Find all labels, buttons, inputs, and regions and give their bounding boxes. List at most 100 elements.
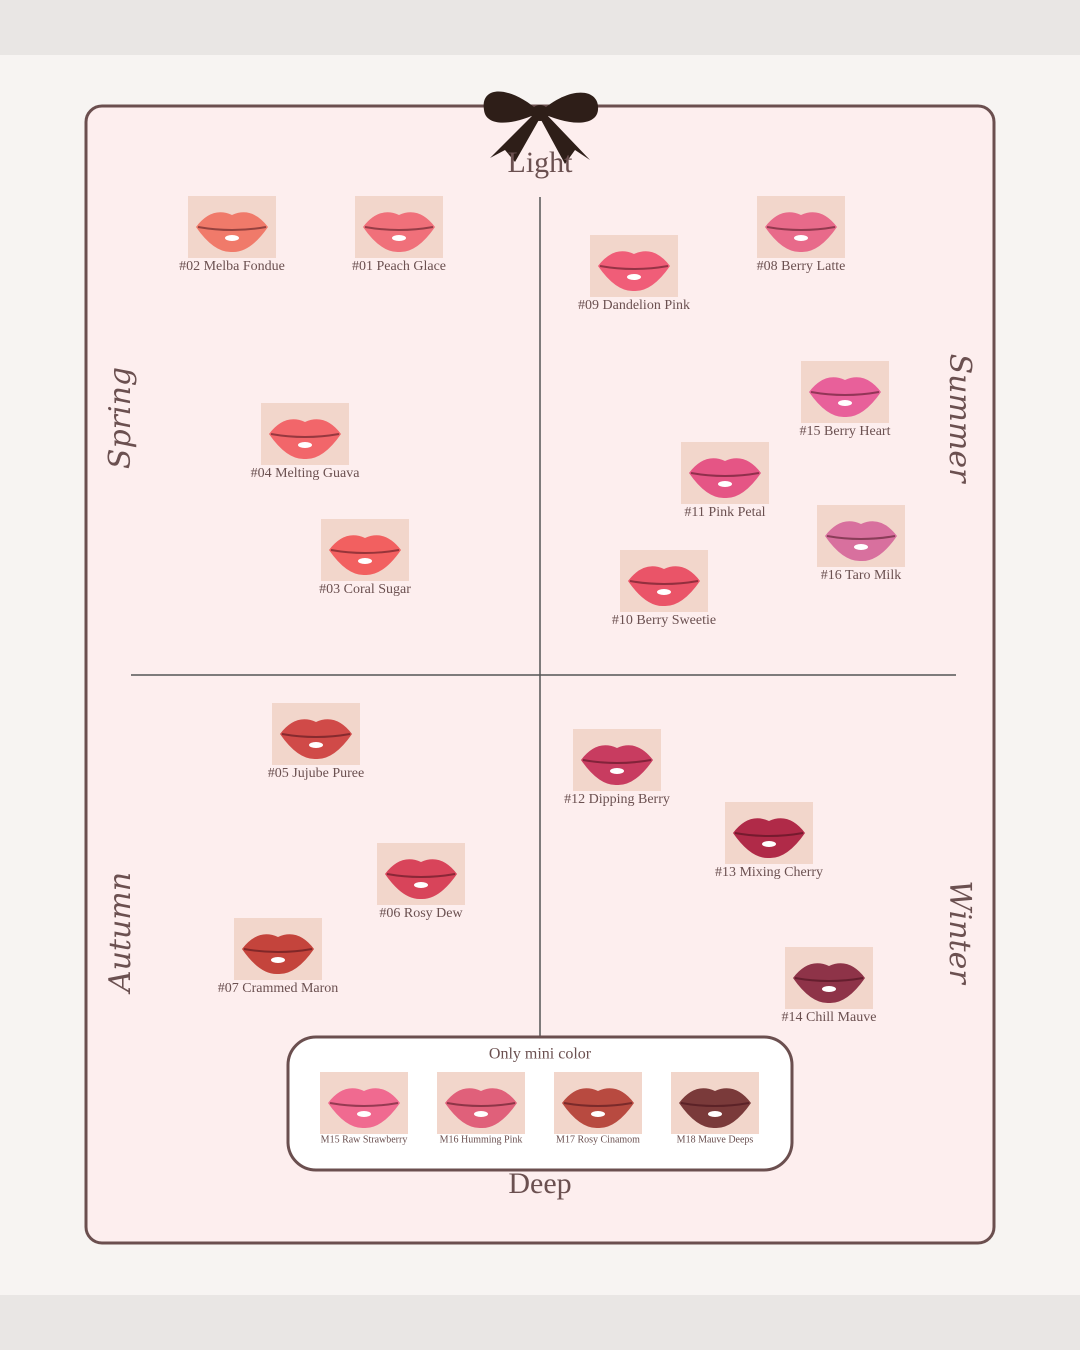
lips bbox=[598, 251, 670, 292]
mini-shade-label: M17 Rosy Cinamom bbox=[556, 1134, 640, 1145]
lace-top bbox=[0, 0, 1080, 55]
mini-shade-label: M16 Humming Pink bbox=[440, 1134, 523, 1145]
lip-line bbox=[330, 549, 400, 554]
lip-swatch bbox=[590, 235, 678, 297]
lips bbox=[793, 963, 865, 1004]
lips bbox=[809, 377, 881, 418]
highlight bbox=[392, 235, 406, 241]
lip-swatch bbox=[671, 1072, 759, 1134]
mini-shade-label: M18 Mauve Deeps bbox=[677, 1134, 754, 1145]
shade-label: #09 Dandelion Pink bbox=[578, 298, 690, 313]
highlight bbox=[357, 1111, 371, 1117]
lips bbox=[363, 212, 435, 253]
highlight bbox=[225, 235, 239, 241]
shade-label: #01 Peach Glace bbox=[352, 259, 446, 274]
highlight bbox=[838, 400, 852, 406]
lip-swatch bbox=[377, 843, 465, 905]
season-label: Summer bbox=[942, 354, 977, 485]
lips bbox=[628, 566, 700, 607]
lip-swatch bbox=[801, 361, 889, 423]
lip-line bbox=[270, 433, 340, 438]
lip-line bbox=[197, 226, 267, 231]
lips bbox=[562, 1088, 634, 1129]
lips bbox=[581, 745, 653, 786]
highlight bbox=[309, 742, 323, 748]
lips bbox=[825, 521, 897, 562]
highlight bbox=[358, 558, 372, 564]
lip-line bbox=[734, 832, 804, 837]
lip-line bbox=[329, 1102, 399, 1107]
lip-line bbox=[810, 391, 880, 396]
lip-swatch bbox=[620, 550, 708, 612]
season-label: Winter bbox=[942, 880, 977, 985]
shade-label: #10 Berry Sweetie bbox=[612, 613, 716, 628]
lip-swatch bbox=[234, 918, 322, 980]
lip-line bbox=[766, 226, 836, 231]
lip-line bbox=[446, 1102, 516, 1107]
lip-line bbox=[243, 948, 313, 953]
lip-swatch bbox=[437, 1072, 525, 1134]
lip-swatch bbox=[554, 1072, 642, 1134]
highlight bbox=[854, 544, 868, 550]
lip-swatch bbox=[188, 196, 276, 258]
lips bbox=[328, 1088, 400, 1129]
lip-swatch bbox=[817, 505, 905, 567]
shade-label: #04 Melting Guava bbox=[251, 466, 361, 481]
shade-label: #15 Berry Heart bbox=[800, 424, 891, 439]
lips bbox=[269, 419, 341, 460]
shade-label: #03 Coral Sugar bbox=[319, 582, 411, 597]
lip-line bbox=[281, 733, 351, 738]
lips bbox=[329, 535, 401, 576]
lips bbox=[689, 458, 761, 499]
highlight bbox=[822, 986, 836, 992]
lip-swatch bbox=[272, 703, 360, 765]
highlight bbox=[414, 882, 428, 888]
highlight bbox=[708, 1111, 722, 1117]
highlight bbox=[762, 841, 776, 847]
lip-swatch bbox=[321, 519, 409, 581]
shade-label: #13 Mixing Cherry bbox=[715, 865, 823, 880]
highlight bbox=[298, 442, 312, 448]
highlight bbox=[718, 481, 732, 487]
shade-label: #14 Chill Mauve bbox=[782, 1010, 877, 1025]
lips bbox=[445, 1088, 517, 1129]
lips bbox=[765, 212, 837, 253]
lips bbox=[242, 934, 314, 975]
lip-line bbox=[794, 977, 864, 982]
shade-label: #12 Dipping Berry bbox=[564, 792, 670, 807]
shade-label: #08 Berry Latte bbox=[757, 259, 846, 274]
shade-label: #05 Jujube Puree bbox=[268, 766, 364, 781]
lip-swatch bbox=[320, 1072, 408, 1134]
lip-line bbox=[563, 1102, 633, 1107]
mini-shade-label: M15 Raw Strawberry bbox=[321, 1134, 408, 1145]
shade-label: #11 Pink Petal bbox=[684, 505, 765, 520]
shade-label: #02 Melba Fondue bbox=[179, 259, 285, 274]
lip-swatch bbox=[355, 196, 443, 258]
highlight bbox=[657, 589, 671, 595]
shade-label: #16 Taro Milk bbox=[821, 568, 901, 583]
highlight bbox=[474, 1111, 488, 1117]
axis-top: Light bbox=[508, 146, 574, 179]
lips bbox=[280, 719, 352, 760]
highlight bbox=[591, 1111, 605, 1117]
lip-swatch bbox=[681, 442, 769, 504]
lace-bottom bbox=[0, 1295, 1080, 1350]
lip-line bbox=[599, 265, 669, 270]
lip-line bbox=[629, 580, 699, 585]
highlight bbox=[627, 274, 641, 280]
highlight bbox=[794, 235, 808, 241]
lip-swatch bbox=[785, 947, 873, 1009]
shade-label: #06 Rosy Dew bbox=[379, 906, 463, 921]
lip-swatch bbox=[261, 403, 349, 465]
highlight bbox=[271, 957, 285, 963]
shade-label: #07 Crammed Maron bbox=[218, 981, 339, 996]
lips bbox=[679, 1088, 751, 1129]
lip-swatch bbox=[725, 802, 813, 864]
mini-title: Only mini color bbox=[489, 1046, 592, 1063]
lips bbox=[733, 818, 805, 859]
highlight bbox=[610, 768, 624, 774]
lip-line bbox=[680, 1102, 750, 1107]
lips bbox=[196, 212, 268, 253]
